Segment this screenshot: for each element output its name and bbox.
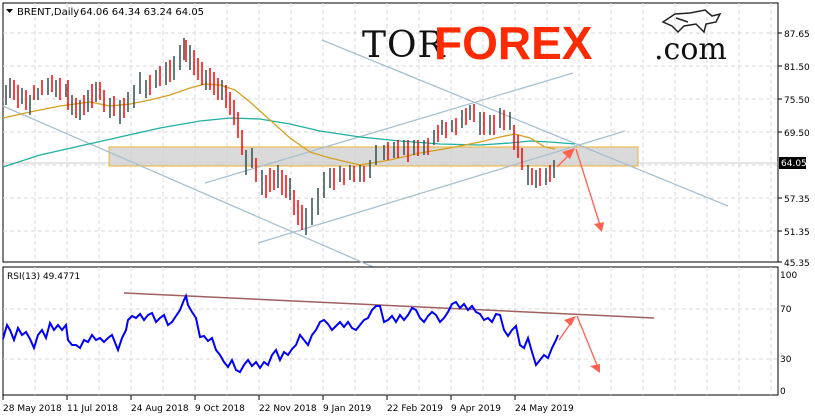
price-axis: 87.65 81.50 75.50 69.50 57.35 51.35 45.3… (778, 30, 810, 269)
triangle-down-icon[interactable] (6, 9, 13, 13)
ohlc-values: 64.06 64.34 63.24 64.05 (80, 7, 204, 18)
bull-icon (661, 9, 722, 34)
price-tick: 51.35 (784, 228, 810, 238)
price-tick: 87.65 (784, 30, 810, 40)
time-tick: 9 Jan 2019 (323, 404, 371, 414)
price-tick: 69.50 (784, 129, 810, 139)
time-tick: 28 May 2018 (3, 404, 62, 414)
logo-forex: FOREX (434, 17, 593, 69)
rsi-tick: 100 (780, 271, 797, 281)
rsi-trendline[interactable] (123, 292, 655, 319)
time-tick: 9 Apr 2019 (451, 404, 501, 414)
rsi-axis: 100 70 30 0 (780, 271, 797, 397)
rsi-label: RSI(13) 49.4771 (7, 272, 80, 282)
rsi-tick: 0 (780, 387, 786, 397)
logo-tor: TOR (362, 25, 446, 66)
current-price-label: 64.05 (781, 159, 807, 169)
price-tick: 45.35 (784, 259, 810, 269)
rsi-tick: 70 (780, 305, 792, 315)
trendlines[interactable] (2, 39, 729, 271)
rsi-tick: 30 (780, 355, 792, 365)
price-grid (3, 3, 778, 262)
time-tick: 22 Nov 2018 (259, 404, 317, 414)
price-tick: 81.50 (784, 63, 810, 73)
time-tick: 11 Jul 2018 (67, 404, 118, 414)
symbol-label: BRENT,Daily (17, 7, 79, 18)
time-tick: 24 Aug 2018 (131, 404, 189, 414)
time-axis: 28 May 2018 11 Jul 2018 24 Aug 2018 9 Oc… (2, 395, 574, 414)
rsi-panel: RSI(13) 49.4771 (2, 266, 779, 396)
price-tick: 57.35 (784, 195, 810, 205)
current-price-badge (779, 157, 806, 169)
price-forecast-arrows[interactable] (556, 148, 604, 232)
price-bars (5, 38, 555, 235)
logo-com: .com (654, 32, 727, 67)
time-tick: 9 Oct 2018 (195, 404, 245, 414)
price-panel: BRENT,Daily 64.06 64.34 63.24 64.05 TOR … (2, 2, 779, 271)
time-tick: 22 Feb 2019 (387, 404, 443, 414)
rsi-forecast-arrows[interactable] (558, 315, 600, 373)
rsi-line (2, 293, 559, 374)
chart-header: BRENT,Daily 64.06 64.34 63.24 64.05 (6, 7, 204, 18)
torforex-logo: TOR FOREX .com (362, 9, 727, 69)
time-tick: 24 May 2019 (515, 404, 574, 414)
ma-fast-line (2, 83, 556, 166)
price-tick: 75.50 (784, 96, 810, 106)
